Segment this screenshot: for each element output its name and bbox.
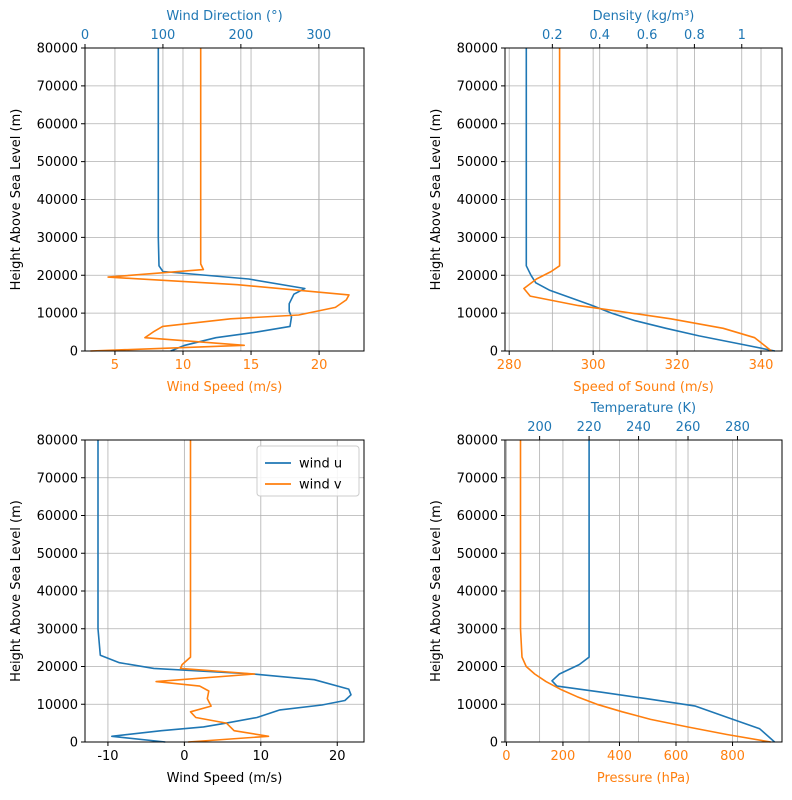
y-tick-label: 0 (490, 345, 498, 360)
x-top-axis-label: Wind Direction (°) (166, 9, 282, 24)
x-tick-label: 400 (607, 749, 632, 764)
x-top-tick-label: 0.6 (637, 28, 658, 43)
x-tick-label: 600 (664, 749, 689, 764)
y-tick-label: 70000 (457, 471, 498, 486)
x-axis-label: Wind Speed (m/s) (167, 771, 283, 786)
x-axis-label: Pressure (hPa) (597, 771, 690, 786)
x-tick-label: 15 (243, 358, 260, 373)
x-top-tick-label: 260 (676, 420, 701, 435)
y-tick-label: 0 (70, 345, 78, 360)
x-tick-label: 20 (329, 749, 346, 764)
series-line-top-0 (525, 48, 776, 352)
series-line-top-0 (157, 48, 306, 352)
y-tick-label: 30000 (457, 622, 498, 637)
chart-temp-pressure: 0100002000030000400005000060000700008000… (429, 401, 783, 786)
series-line-bottom-1 (519, 440, 771, 743)
y-tick-label: 20000 (457, 660, 498, 675)
y-tick-label: 50000 (37, 547, 78, 562)
y-tick-label: 70000 (37, 471, 78, 486)
x-top-tick-label: 0.2 (542, 28, 563, 43)
y-tick-label: 40000 (37, 193, 78, 208)
x-top-tick-label: 220 (577, 420, 602, 435)
y-tick-label: 40000 (457, 193, 498, 208)
series-line-bottom-1 (90, 48, 350, 352)
grid (505, 47, 782, 352)
y-axis-label: Height Above Sea Level (m) (429, 500, 444, 682)
grid (84, 47, 364, 352)
x-top-tick-label: 280 (725, 420, 750, 435)
chart-wind-uv: 0 10000 20000 30000 40000 50000 60000 70000 8000… (9, 434, 365, 786)
y-tick-label: 10000 (37, 307, 78, 322)
x-axis-label: Wind Speed (m/s) (167, 380, 283, 395)
x-top-tick-label: 1 (738, 28, 746, 43)
y-axis-label: Height Above Sea Level (m) (9, 500, 24, 682)
x-tick-label: 300 (581, 358, 606, 373)
y-tick-label: 10000 (37, 698, 78, 713)
series-line-wind-u (97, 440, 352, 743)
y-tick-label: 40000 (457, 585, 498, 600)
x-tick-label: 280 (497, 358, 522, 373)
legend-label: wind v (299, 478, 342, 493)
x-top-tick-label: 240 (626, 420, 651, 435)
legend: wind u wind v (256, 445, 360, 497)
x-top-tick-label: 200 (527, 420, 552, 435)
y-tick-label: 30000 (457, 231, 498, 246)
y-tick-label: 20000 (457, 269, 498, 284)
x-tick-label: 20 (311, 358, 328, 373)
y-tick-label: 30000 (37, 622, 78, 637)
x-axis-label: Speed of Sound (m/s) (573, 380, 714, 395)
y-tick-label: 10000 (457, 307, 498, 322)
y-axis-label: Height Above Sea Level (m) (429, 109, 444, 291)
x-top-tick-label: 0 (81, 28, 89, 43)
series-line-wind-v (155, 440, 270, 743)
x-tick-label: 10 (253, 749, 270, 764)
x-tick-label: 200 (551, 749, 576, 764)
x-top-tick-label: 300 (306, 28, 331, 43)
y-tick-label: 20000 (37, 660, 78, 675)
y-tick-label: 30000 (37, 231, 78, 246)
y-tick-label: 60000 (37, 117, 78, 132)
x-tick-label: 5 (111, 358, 119, 373)
y-tick-label: 80000 (37, 42, 78, 57)
y-tick-label: 20000 (37, 269, 78, 284)
x-top-tick-label: 0.4 (589, 28, 610, 43)
series-line-bottom-1 (523, 48, 772, 352)
y-tick-label: 80000 (457, 42, 498, 57)
y-tick-label: 40000 (37, 585, 78, 600)
y-tick-label: 80000 (457, 434, 498, 449)
y-tick-label: 60000 (37, 509, 78, 524)
x-tick-label: 340 (749, 358, 774, 373)
y-tick-label: 70000 (457, 79, 498, 94)
y-tick-label: 60000 (457, 509, 498, 524)
grid (505, 439, 782, 743)
x-tick-label: -10 (97, 749, 118, 764)
x-tick-label: 0 (180, 749, 188, 764)
series-line-top-0 (551, 440, 776, 743)
y-tick-label: 50000 (37, 155, 78, 170)
legend-label: wind u (299, 457, 342, 472)
chart-density: 0 10000 20000 30000 40000 50000 60000 70000 8000… (429, 9, 783, 395)
x-tick-label: 800 (720, 749, 745, 764)
y-tick-label: 0 (490, 736, 498, 751)
y-tick-label: 70000 (37, 79, 78, 94)
x-tick-label: 0 (502, 749, 510, 764)
x-top-tick-label: 0.8 (684, 28, 705, 43)
y-tick-label: 0 (70, 736, 78, 751)
x-tick-label: 10 (175, 358, 192, 373)
x-top-axis-label: Temperature (K) (590, 401, 696, 416)
chart-wind: 0 10000 20000 30000 40000 50000 60000 70000 8000… (9, 9, 365, 395)
x-top-axis-label: Density (kg/m³) (593, 9, 695, 24)
x-top-tick-label: 200 (228, 28, 253, 43)
y-axis-label: Height Above Sea Level (m) (9, 109, 24, 291)
x-tick-label: 320 (665, 358, 690, 373)
y-tick-label: 80000 (37, 434, 78, 449)
x-top-tick-label: 100 (151, 28, 176, 43)
y-tick-label: 50000 (457, 155, 498, 170)
y-tick-label: 50000 (457, 547, 498, 562)
y-tick-label: 10000 (457, 698, 498, 713)
y-tick-label: 60000 (457, 117, 498, 132)
